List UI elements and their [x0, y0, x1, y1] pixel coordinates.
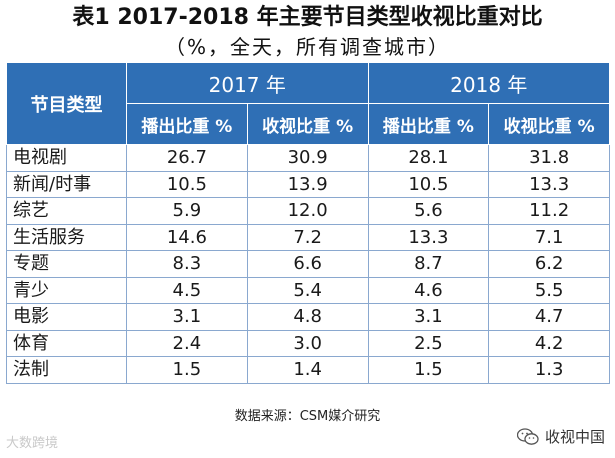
table-row: 电影 3.1 4.8 3.1 4.7 [6, 303, 611, 331]
value-cell: 6.6 [246, 250, 369, 278]
value-cell: 30.9 [246, 144, 369, 172]
data-table: 节目类型 2017 年 2018 年 播出比重 % 收视比重 % 播出比重 % … [6, 62, 611, 384]
program-type-cell: 生活服务 [6, 223, 127, 251]
watermark-right-label: 收视中国 [544, 428, 605, 446]
value-cell: 5.6 [367, 197, 490, 225]
data-source-note: 数据来源：CSM媒介研究 [234, 409, 381, 424]
value-cell: 5.9 [126, 197, 248, 225]
table-body: 电视剧 26.7 30.9 28.1 31.8 新闻/时事 10.5 13.9 10.5 13.3… [6, 144, 611, 384]
value-cell: 5.5 [488, 276, 611, 304]
table-row: 综艺 5.9 12.0 5.6 11.2 [6, 197, 611, 225]
value-cell: 3.0 [246, 329, 369, 357]
value-cell: 8.7 [367, 250, 490, 278]
value-cell: 13.3 [488, 170, 611, 198]
value-cell: 8.3 [126, 250, 248, 278]
value-cell: 28.1 [367, 144, 490, 172]
wechat-icon [516, 427, 539, 446]
value-cell: 3.1 [367, 303, 490, 331]
value-cell: 13.3 [367, 223, 490, 251]
watermark-right: 收视中国 [516, 426, 605, 447]
table-row: 新闻/时事 10.5 13.9 10.5 13.3 [6, 170, 611, 198]
chart-subtitle: （%，全天，所有调查城市） [164, 35, 450, 59]
value-cell: 4.2 [488, 329, 611, 357]
value-cell: 2.4 [126, 329, 248, 357]
metric-header: 收视比重 % [246, 103, 369, 145]
watermark-left: 大数跨境 [6, 436, 59, 451]
metric-header: 播出比重 % [126, 103, 248, 145]
value-cell: 5.4 [246, 276, 369, 304]
table-row: 专题 8.3 6.6 8.7 6.2 [6, 250, 611, 278]
table-row: 青少 4.5 5.4 4.6 5.5 [6, 276, 611, 304]
program-type-cell: 新闻/时事 [6, 170, 127, 198]
program-type-cell: 体育 [6, 329, 127, 357]
metric-header: 收视比重 % [488, 103, 611, 145]
value-cell: 10.5 [126, 170, 248, 198]
value-cell: 4.5 [126, 276, 248, 304]
program-type-cell: 电视剧 [6, 144, 127, 172]
program-type-cell: 电影 [6, 303, 127, 331]
program-type-cell: 青少 [6, 276, 127, 304]
program-type-cell: 法制 [6, 356, 127, 384]
table-row: 生活服务 14.6 7.2 13.3 7.1 [6, 223, 611, 251]
value-cell: 31.8 [488, 144, 611, 172]
chart-title: 表1 2017-2018 年主要节目类型收视比重对比 [72, 5, 543, 30]
year-header-2017: 2017 年 [126, 62, 369, 104]
value-cell: 4.8 [246, 303, 369, 331]
value-cell: 4.7 [488, 303, 611, 331]
row-header-cell: 节目类型 [6, 62, 127, 145]
value-cell: 1.5 [126, 356, 248, 384]
value-cell: 7.2 [246, 223, 369, 251]
program-type-cell: 综艺 [6, 197, 127, 225]
table-row: 法制 1.5 1.4 1.5 1.3 [6, 356, 611, 384]
year-header-2018: 2018 年 [367, 62, 611, 104]
value-cell: 3.1 [126, 303, 248, 331]
value-cell: 4.6 [367, 276, 490, 304]
program-type-cell: 专题 [6, 250, 127, 278]
value-cell: 7.1 [488, 223, 611, 251]
value-cell: 1.3 [488, 356, 611, 384]
header-row-metrics: 播出比重 % 收视比重 % 播出比重 % 收视比重 % [7, 103, 611, 145]
value-cell: 12.0 [246, 197, 369, 225]
header-row-years: 节目类型 2017 年 2018 年 [6, 62, 611, 145]
table-row: 电视剧 26.7 30.9 28.1 31.8 [6, 144, 611, 172]
value-cell: 26.7 [126, 144, 248, 172]
value-cell: 2.5 [367, 329, 490, 357]
value-cell: 6.2 [488, 250, 611, 278]
value-cell: 11.2 [488, 197, 611, 225]
value-cell: 1.4 [246, 356, 369, 384]
value-cell: 10.5 [367, 170, 490, 198]
metric-header: 播出比重 % [367, 103, 490, 145]
table-row: 体育 2.4 3.0 2.5 4.2 [6, 329, 611, 357]
value-cell: 1.5 [367, 356, 490, 384]
value-cell: 13.9 [246, 170, 369, 198]
value-cell: 14.6 [126, 223, 248, 251]
